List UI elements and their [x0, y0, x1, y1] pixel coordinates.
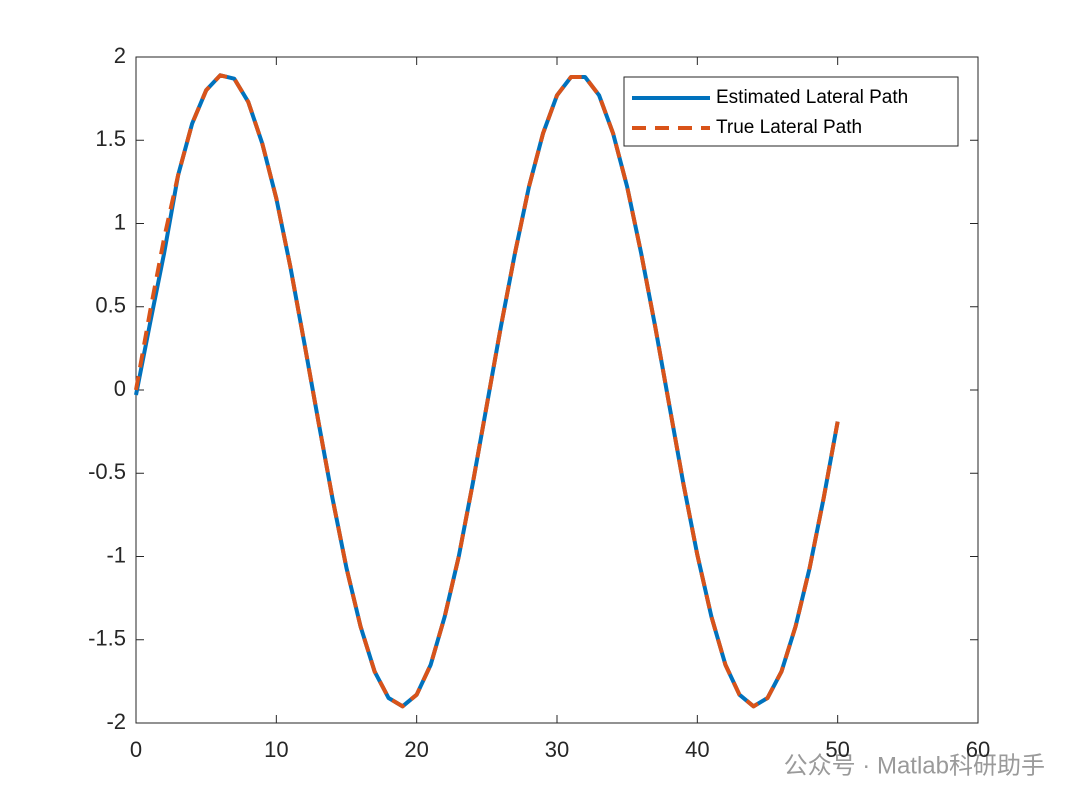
legend-label: Estimated Lateral Path	[716, 87, 908, 108]
y-tick-label: -1	[106, 542, 126, 567]
y-tick-label: 0	[114, 376, 126, 401]
x-tick-label: 60	[966, 737, 990, 762]
watermark: 公众号 · Matlab科研助手	[784, 752, 1045, 779]
legend-label: True Lateral Path	[716, 117, 862, 138]
x-tick-label: 50	[825, 737, 849, 762]
series-line	[134, 73, 840, 709]
y-tick-label: 2	[114, 43, 126, 68]
x-tick-label: 40	[685, 737, 709, 762]
x-tick-label: 0	[130, 737, 142, 762]
x-tick-label: 20	[404, 737, 428, 762]
legend-box	[623, 76, 959, 147]
y-tick-label: 0.5	[95, 293, 126, 318]
y-tick-label: -2	[106, 709, 126, 734]
x-tick-label: 30	[545, 737, 569, 762]
y-tick-label: -0.5	[88, 459, 126, 484]
x-tick-label: 10	[264, 737, 288, 762]
y-tick-label: 1.5	[95, 126, 126, 151]
y-tick-label: -1.5	[88, 626, 126, 651]
y-tick-label: 1	[114, 209, 126, 234]
